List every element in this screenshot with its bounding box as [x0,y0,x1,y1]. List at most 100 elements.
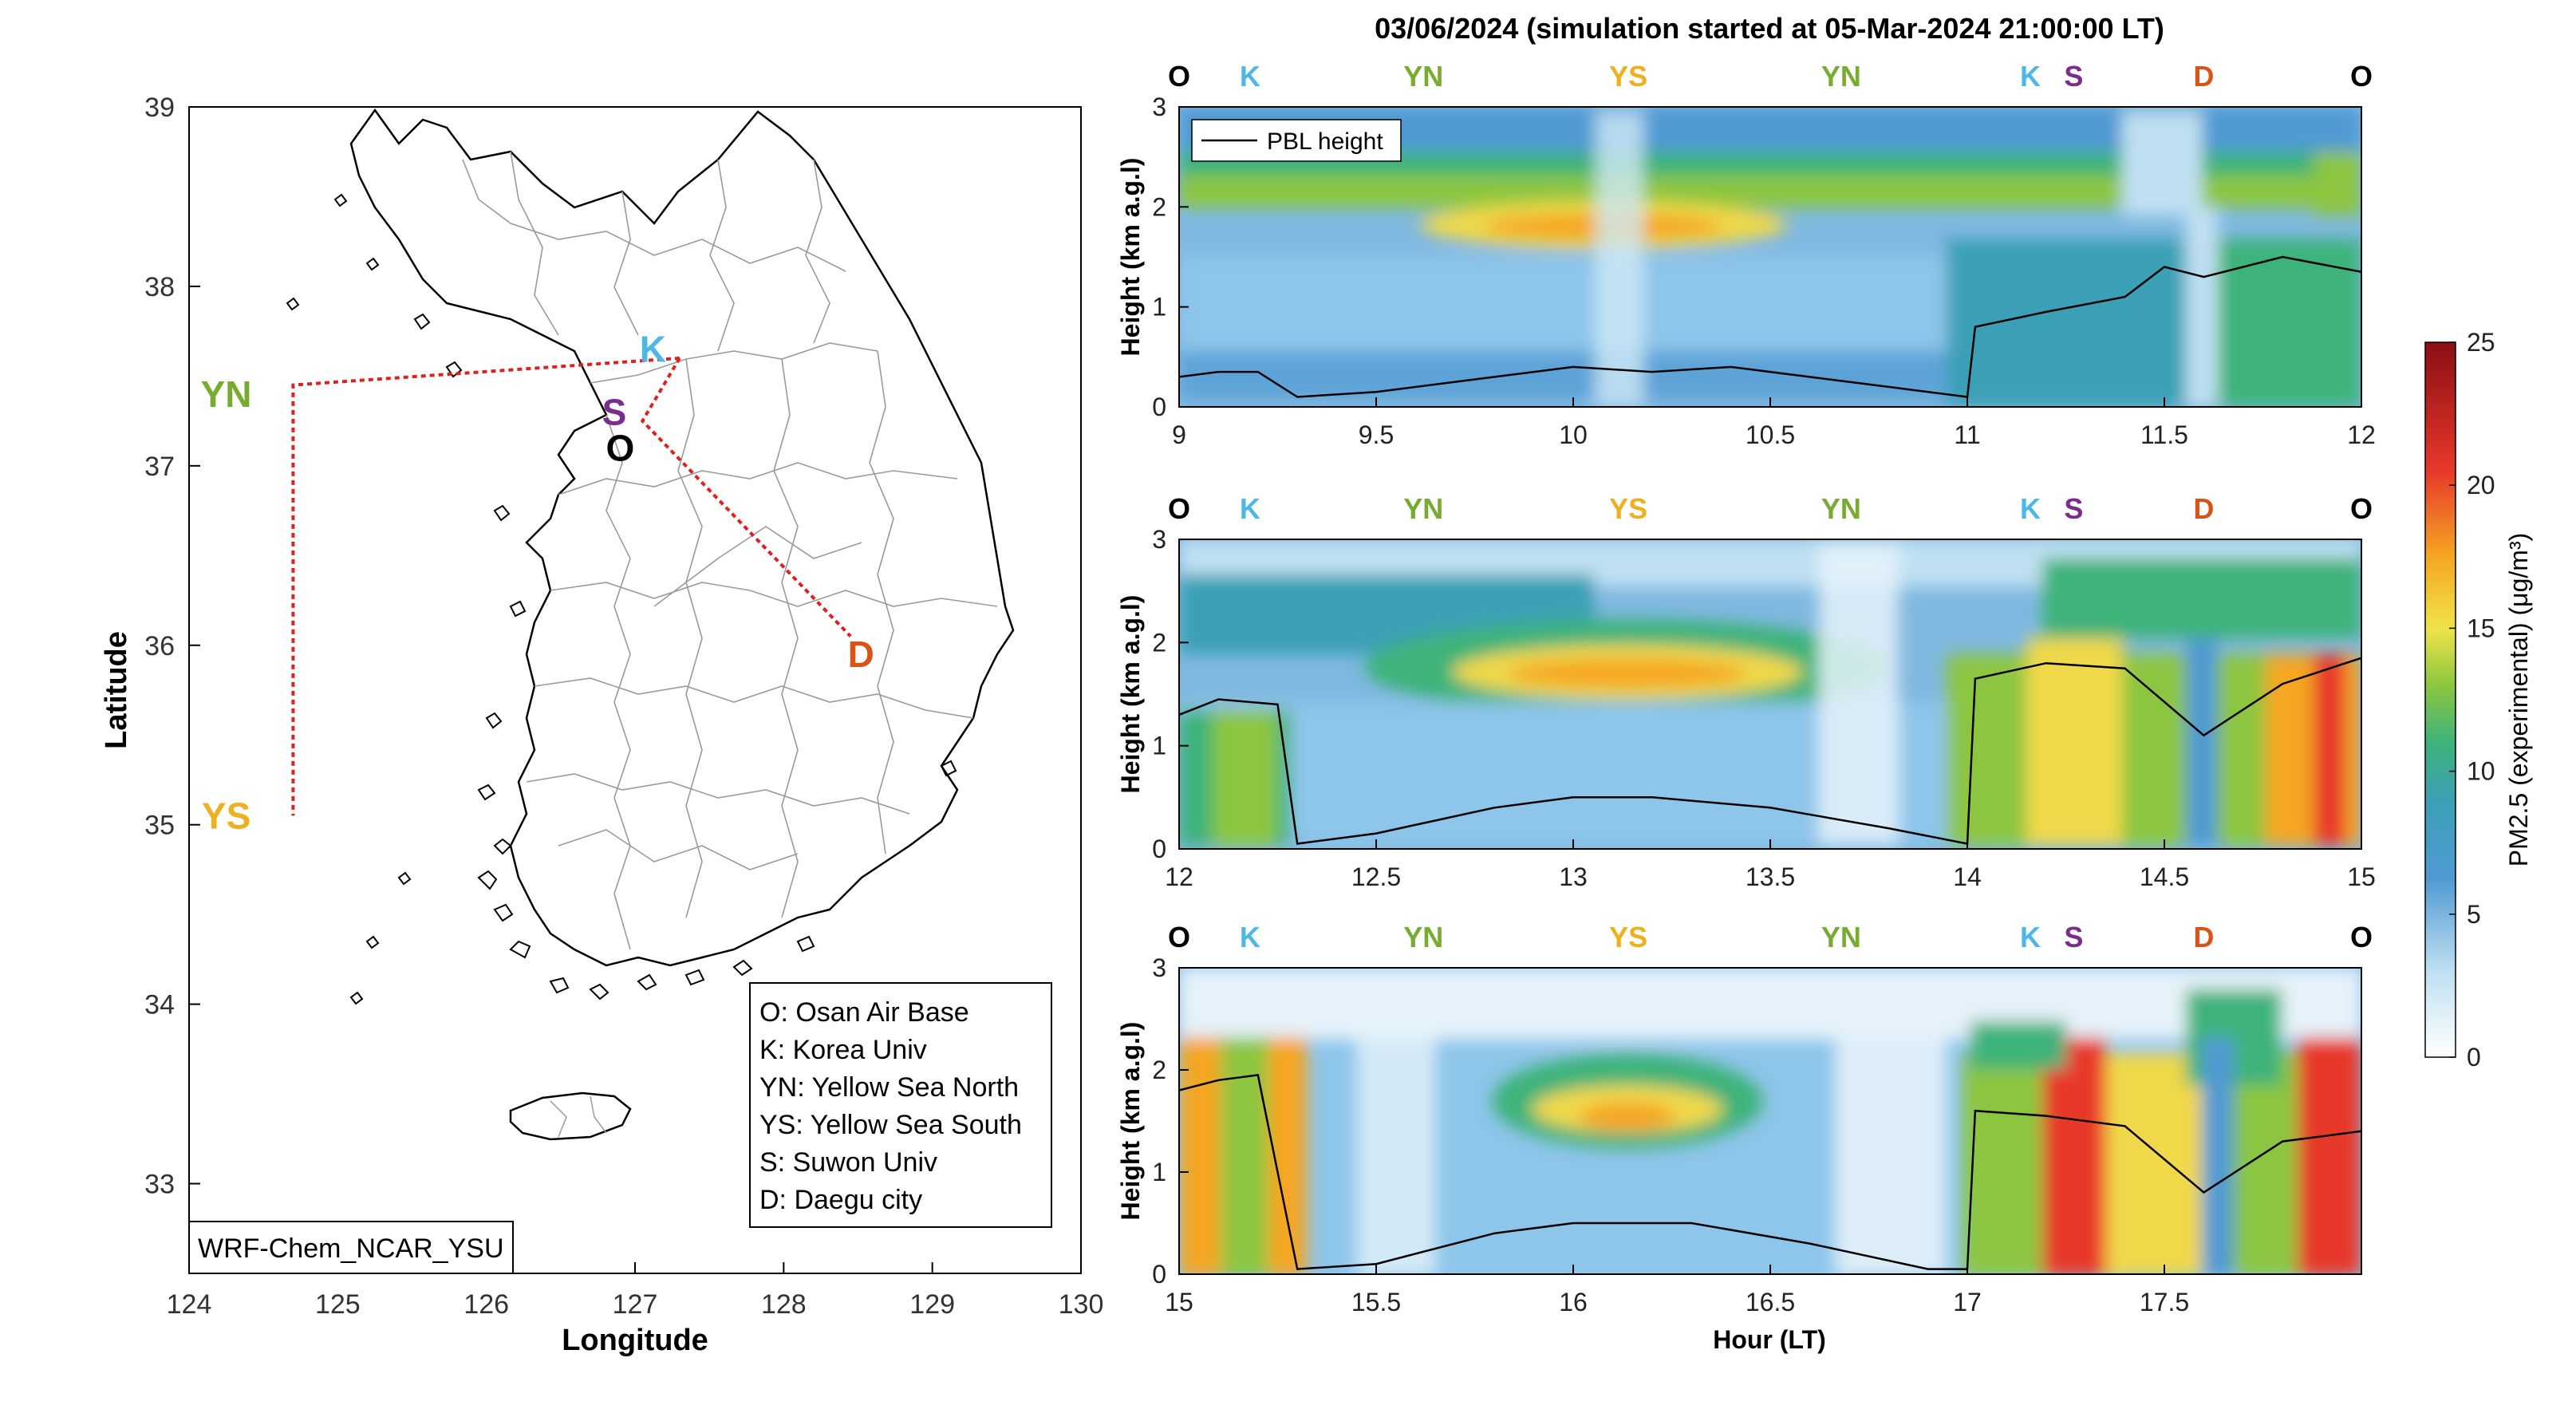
curtain-ylabel-2: Height (km a.g.l) [1116,595,1145,794]
map-panel: 124 125 126 127 128 129 130 33 34 35 36 37 38 39 Long… [100,93,1103,1357]
curtain-ylabel-1: Height (km a.g.l) [1116,158,1145,357]
map-ytick-label: 33 [144,1170,175,1200]
curtain-ytick-label: 3 [1152,93,1166,121]
curtain-xtick-label: 12.5 [1351,862,1401,891]
curtain-site-label: D [2193,921,2214,953]
curtain-ytick-label: 0 [1152,1260,1166,1289]
curtain-xtick-label: 17.5 [2140,1288,2189,1316]
curtain-ytick-label: 1 [1152,732,1166,760]
map-ytick-label: 36 [144,631,175,661]
curtain-ytick-label: 3 [1152,525,1166,554]
curtain-site-label: YN [1403,921,1443,953]
map-xtick-label: 124 [167,1289,212,1320]
map-ytick-label: 35 [144,811,175,841]
curtain-site-label: YS [1609,492,1647,525]
map-ticks: 124 125 126 127 128 129 130 33 34 35 36 37 38 39 [144,93,1103,1320]
curtain-xtick-label: 15 [1165,1288,1193,1316]
curtain-xtick-label: 13 [1559,862,1588,891]
curtain-site-label: O [1168,492,1190,525]
map-ylabel: Latitude [100,631,133,749]
map-ytick-label: 39 [144,93,175,123]
coastal-islands [286,193,957,1005]
curtain-xtick-label: 14 [1953,862,1982,891]
curtain-site-label: YN [1821,60,1861,93]
curtain-xtick-label: 9.5 [1359,420,1394,449]
curtain-site-label: YN [1403,60,1443,93]
curtain-site-label: O [2350,921,2373,953]
curtain-ytick-label: 1 [1152,293,1166,322]
curtain-xtick-label: 15 [2347,862,2376,891]
curtain-site-label: S [2064,921,2083,953]
curtain-site-label: YN [1821,921,1861,953]
map-site-label: S [602,391,627,432]
pbl-line-2 [1179,657,2361,846]
colorbar-label: PM2.5 (experimental) (μg/m³) [2504,533,2533,867]
curtain-ytick-label: 2 [1152,628,1166,657]
curtain-site-label: YS [1609,60,1647,93]
curtain-xtick-label: 12 [1165,862,1193,891]
map-xtick-label: 126 [464,1289,509,1320]
model-label-box [188,1221,514,1274]
model-label-text: WRF-Chem_NCAR_YSU [198,1233,504,1264]
colorbar: 0 5 10 15 20 25 PM2.5 (experimental) (μg/m³) [2424,328,2533,1072]
map-xtick-label: 125 [315,1289,361,1320]
colorbar-tick-label: 20 [2467,471,2495,499]
curtain-site-label: O [1168,921,1190,953]
curtain-site-label: K [2020,492,2041,525]
curtain-xtick-label: 16.5 [1746,1288,1795,1316]
map-legend: O: Osan Air Base K: Korea Univ YN: Yello… [749,982,1052,1228]
curtain-xtick-label: 11 [1954,420,1980,449]
curtain-xtick-label: 11.5 [2140,420,2188,449]
curtain-xtick-label: 9 [1172,420,1186,449]
map-xtick-label: 127 [613,1289,658,1320]
curtain-ylabel-3: Height (km a.g.l) [1116,1022,1145,1221]
colorbar-ticks: 0 5 10 15 20 25 [2449,328,2495,1072]
map-legend-item: S: Suwon Univ [759,1147,937,1178]
curtain-site-label: S [2064,492,2083,525]
curtain-site-labels-3: O K YN YS YN K S D O [1168,921,2373,953]
map-site-label: YS [202,795,250,836]
map-ytick-label: 38 [144,272,175,302]
curtain-site-label: S [2064,60,2083,93]
curtain-site-labels-1: O K YN YS YN K S D O [1168,60,2373,93]
curtain-site-label: K [1240,492,1260,525]
curtain-site-label: K [1240,921,1260,953]
map-legend-item: K: Korea Univ [759,1035,927,1065]
map-xlabel: Longitude [562,1324,708,1357]
curtain-site-label: D [2193,492,2214,525]
pbl-legend-label: PBL height [1267,128,1383,155]
curtain-xtick-label: 16 [1559,1288,1588,1316]
admin-boundaries [462,151,998,950]
curtain-xtick-label: 10.5 [1746,420,1795,449]
map-site-label: K [640,329,666,370]
map-legend-item: O: Osan Air Base [759,997,969,1028]
curtain-ytick-label: 1 [1152,1158,1166,1186]
map-xtick-label: 129 [909,1289,955,1320]
map-site-label: YN [201,373,252,415]
curtain-ytick-label: 2 [1152,1056,1166,1084]
curtain-ytick-label: 2 [1152,192,1166,221]
colorbar-tick-label: 0 [2467,1043,2481,1072]
curtain-site-label: D [2193,60,2214,93]
colorbar-tick-label: 15 [2467,614,2495,642]
curtain-xtick-label: 15.5 [1351,1288,1401,1316]
curtain-site-label: YN [1821,492,1861,525]
curtain-heatmap-3 [1179,968,2361,1274]
curtain-site-label: O [2350,492,2373,525]
map-ytick-label: 37 [144,452,175,482]
curtain-xtick-label: 17 [1953,1288,1982,1316]
jeju-inner [550,1095,607,1138]
ship-route [291,356,680,816]
map-legend-box [749,982,1052,1228]
model-label: WRF-Chem_NCAR_YSU [188,1221,514,1274]
curtain-xlabel-3: Hour (LT) [1713,1325,1826,1354]
curtain-xtick-label: 12 [2347,420,2376,449]
map-legend-item: YN: Yellow Sea North [759,1072,1019,1103]
map-legend-item: D: Daegu city [759,1185,922,1215]
